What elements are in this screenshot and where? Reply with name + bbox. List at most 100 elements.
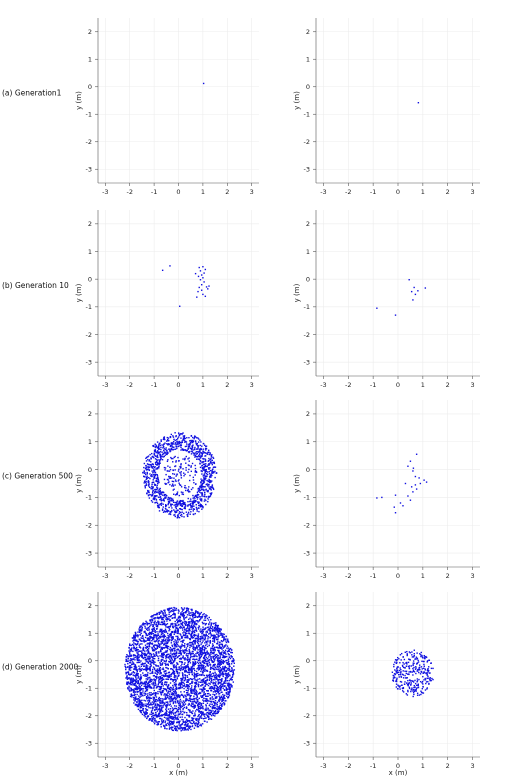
data-point — [188, 688, 190, 690]
data-point — [202, 680, 205, 683]
y-tick-label: -3 — [86, 358, 92, 366]
data-point — [165, 631, 168, 633]
data-point — [178, 479, 180, 481]
data-point — [197, 633, 200, 635]
data-point — [202, 670, 204, 673]
data-point — [174, 479, 177, 481]
data-point — [185, 487, 187, 489]
data-point — [180, 682, 182, 684]
data-point — [167, 459, 169, 461]
data-point — [180, 463, 182, 465]
data-point — [160, 446, 162, 449]
data-point — [200, 674, 202, 677]
data-point — [134, 659, 136, 661]
data-point — [167, 656, 170, 658]
data-point — [163, 615, 166, 617]
data-point — [169, 476, 171, 478]
data-point — [212, 661, 215, 663]
data-point — [169, 501, 171, 503]
data-point — [149, 676, 151, 679]
data-point — [228, 654, 230, 656]
data-point — [227, 691, 229, 693]
data-point — [185, 648, 187, 651]
data-point — [213, 684, 215, 687]
data-point — [152, 474, 155, 476]
data-point — [156, 670, 159, 673]
data-point — [212, 628, 214, 630]
y-tick-label: -3 — [304, 166, 310, 174]
data-point — [204, 455, 206, 457]
data-point — [156, 456, 159, 458]
data-point — [201, 508, 203, 510]
data-point — [202, 666, 204, 668]
data-point — [195, 616, 197, 618]
data-point — [178, 460, 180, 462]
data-point — [189, 646, 191, 649]
data-point — [173, 617, 175, 619]
data-point — [209, 705, 212, 708]
data-point — [209, 651, 212, 654]
data-point — [186, 643, 188, 646]
data-point — [224, 697, 226, 700]
data-point — [205, 447, 208, 450]
data-point — [174, 689, 177, 691]
data-point — [200, 716, 202, 718]
data-point — [217, 624, 219, 627]
data-point — [193, 697, 195, 700]
data-point — [154, 699, 157, 701]
data-point — [181, 672, 184, 674]
data-point — [158, 712, 161, 714]
data-point — [213, 462, 216, 465]
data-point — [197, 612, 199, 615]
y-tick-label: -1 — [86, 685, 92, 693]
data-point — [160, 723, 162, 726]
data-point — [152, 675, 155, 677]
data-point — [167, 503, 169, 506]
data-point — [194, 659, 196, 661]
data-point — [138, 654, 140, 656]
data-point — [210, 493, 212, 495]
data-point — [215, 697, 217, 700]
data-point — [176, 515, 179, 517]
data-point — [198, 501, 200, 504]
data-point — [196, 508, 198, 510]
data-point — [176, 632, 179, 635]
data-point — [181, 701, 183, 704]
data-point — [177, 456, 179, 459]
data-point — [190, 652, 192, 654]
data-point — [149, 453, 151, 456]
data-point — [133, 655, 135, 657]
data-point — [211, 661, 213, 663]
data-point — [213, 466, 215, 468]
data-point — [136, 693, 138, 696]
data-point — [204, 493, 206, 496]
data-point — [128, 683, 131, 685]
data-point — [192, 449, 194, 451]
data-point — [230, 651, 232, 654]
data-point — [200, 685, 202, 687]
data-point — [151, 671, 154, 673]
data-point — [197, 714, 200, 717]
data-point — [173, 473, 176, 475]
data-point — [170, 636, 172, 638]
data-point — [172, 665, 175, 668]
data-point — [173, 613, 175, 616]
data-point — [165, 698, 167, 700]
data-point — [175, 435, 177, 437]
data-point — [134, 697, 136, 699]
data-point — [209, 632, 211, 635]
data-point — [187, 644, 189, 646]
data-point — [164, 442, 166, 444]
data-point — [158, 459, 160, 461]
data-point — [196, 640, 199, 642]
data-point — [161, 691, 163, 693]
data-point — [191, 441, 194, 444]
data-point — [214, 684, 216, 687]
data-point — [204, 449, 207, 451]
data-point — [205, 660, 207, 663]
data-point — [187, 504, 189, 506]
data-point — [132, 697, 135, 699]
data-point — [179, 725, 181, 727]
data-point — [129, 648, 132, 651]
